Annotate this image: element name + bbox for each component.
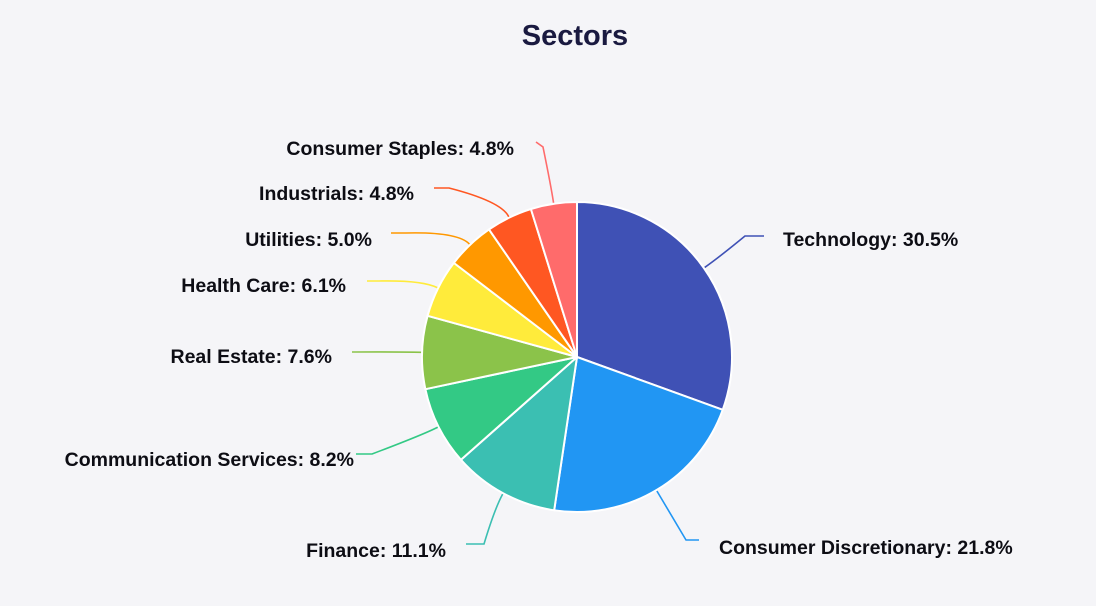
data-label-technology: Technology: 30.5% (783, 229, 958, 251)
data-label-real-estate: Real Estate: 7.6% (171, 346, 333, 368)
chart-title: Sectors (522, 20, 628, 52)
leader-lines-group (352, 141, 764, 545)
slices-group (421, 201, 733, 513)
data-label-finance: Finance: 11.1% (306, 540, 446, 562)
data-label-utilities: Utilities: 5.0% (245, 229, 372, 251)
pie-slice-consumer-staples[interactable] (529, 201, 578, 358)
data-label-health-care: Health Care: 6.1% (181, 275, 346, 297)
data-label-consumer-staples: Consumer Staples: 4.8% (286, 138, 514, 160)
leader-line-health-care (367, 280, 438, 289)
leader-line-technology (704, 235, 764, 269)
leader-line-industrials (434, 187, 510, 218)
data-labels-group: Technology: 30.5% Consumer Discretionary:… (65, 138, 1013, 562)
leader-line-consumer-staples (535, 141, 555, 203)
pie-slice-technology[interactable] (576, 201, 733, 411)
data-label-consumer-discretionary: Consumer Discretionary: 21.8% (719, 537, 1013, 559)
leader-line-finance (466, 493, 504, 545)
leader-line-communication-services (356, 426, 439, 455)
leader-line-consumer-discretionary (656, 490, 699, 541)
pie-slice-consumer-discretionary[interactable] (553, 356, 724, 513)
leader-line-utilities (391, 232, 470, 245)
pie-slice-finance[interactable] (459, 356, 578, 512)
data-label-industrials: Industrials: 4.8% (259, 183, 414, 205)
data-label-communication-services: Communication Services: 8.2% (65, 449, 354, 471)
